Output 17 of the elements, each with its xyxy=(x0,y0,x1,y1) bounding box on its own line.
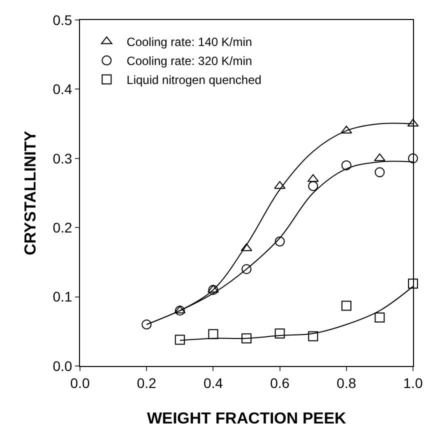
x-axis-title: WEIGHT FRACTION PEEK xyxy=(146,410,346,428)
legend-label: Liquid nitrogen quenched xyxy=(126,73,262,88)
y-tick-label: 0.2 xyxy=(52,220,72,236)
y-tick-label: 0.0 xyxy=(52,358,72,374)
x-tick-label: 1.0 xyxy=(403,374,423,391)
y-tick-label: 0.5 xyxy=(52,12,72,28)
legend-label: Cooling rate: 140 K/min xyxy=(126,35,252,50)
y-tick-label: 0.3 xyxy=(52,150,72,166)
y-tick-label: 0.4 xyxy=(52,81,72,98)
y-axis-title: CRYSTALLINITY xyxy=(22,130,40,256)
x-tick-label: 0.6 xyxy=(270,374,290,391)
legend-label: Cooling rate: 320 K/min xyxy=(126,54,252,68)
x-tick-label: 0.4 xyxy=(203,374,224,391)
x-tick-label: 0.8 xyxy=(336,374,356,391)
x-tick-label: 0.0 xyxy=(70,374,90,391)
y-tick-label: 0.1 xyxy=(52,288,72,305)
x-tick-label: 0.2 xyxy=(136,374,157,391)
